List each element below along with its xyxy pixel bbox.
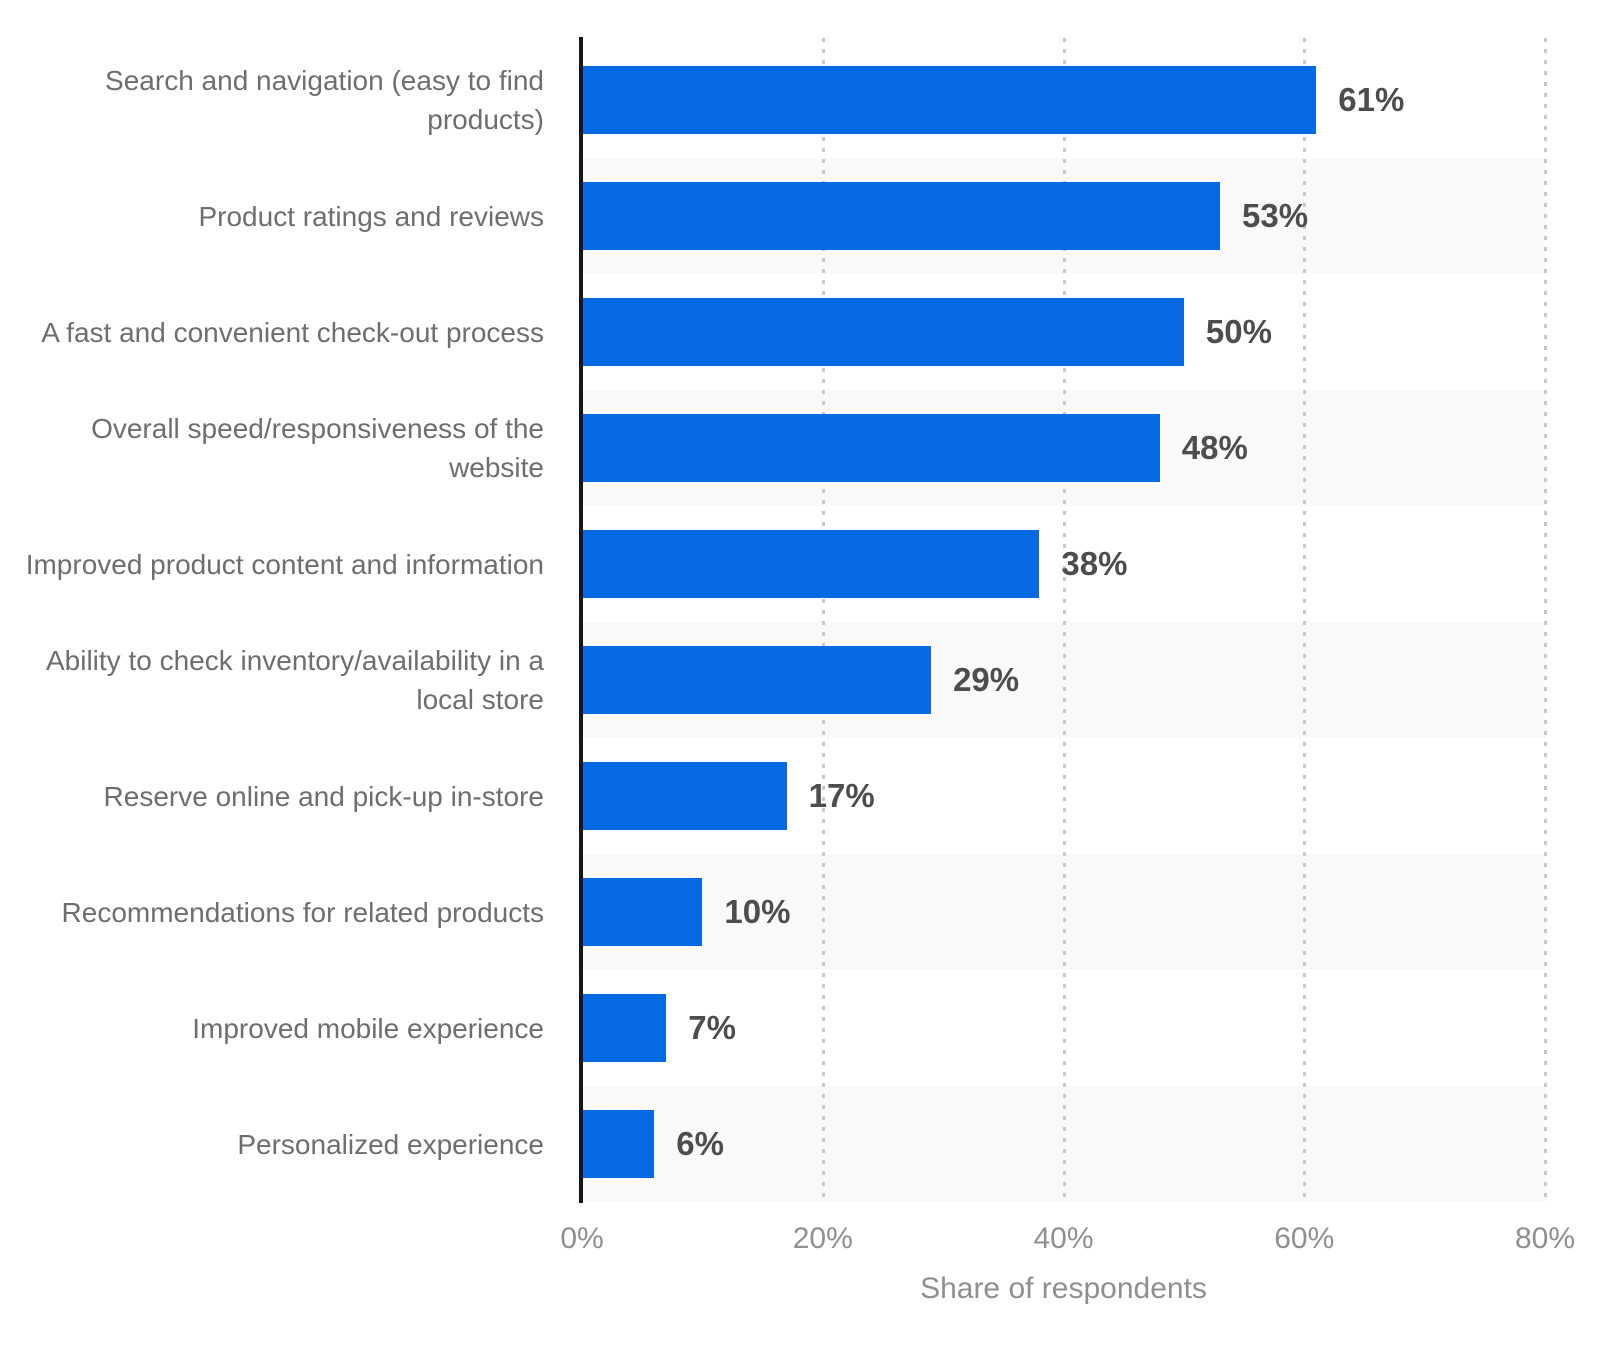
bar-value-label: 17% [808,777,875,814]
bar-value-label: 53% [1241,197,1309,234]
bar-row: 7% [582,970,1545,1086]
bar-value-label: 61% [1338,81,1405,118]
category-label: Reserve online and pick-up in-store [103,780,544,812]
bar-6% [582,1110,655,1178]
category-label: Recommendations for related products [61,896,544,928]
category-label-row: Personalized experience [0,1086,582,1202]
bar-61% [582,66,1317,134]
x-tick-0%: 0% [560,1222,604,1255]
bar-row: 17% [582,738,1545,854]
gridline-40 [1062,38,1066,1202]
bar-row: 50% [582,274,1545,390]
x-tick-20%: 20% [792,1222,853,1255]
category-label: Improved product content and information [25,548,544,580]
bar-50% [582,298,1184,366]
bar-value-label: 50% [1205,313,1272,350]
category-label: Product ratings and reviews [198,200,544,232]
plot-area: 61% 53% 50% 48% 38% 29% 17% 10% 7% 6% [579,37,1547,1203]
bar-value-label: 6% [676,1125,724,1162]
bar-29% [582,646,932,714]
bar-value-label: 7% [688,1009,736,1046]
bar-value-label: 48% [1181,429,1248,466]
x-tick-60%: 60% [1274,1222,1335,1255]
gridline-20 [821,38,825,1202]
category-label: Overall speed/responsiveness of the webs… [91,413,544,483]
category-axis-labels: Search and navigation (easy to find prod… [0,42,582,1202]
category-label: A fast and convenient check-out process [41,316,544,348]
bar-53% [582,182,1220,250]
bar-value-label: 29% [953,661,1020,698]
category-label: Improved mobile experience [192,1012,544,1044]
gridline-80 [1544,38,1547,1202]
bar-row: 38% [582,506,1545,622]
bar-38% [582,530,1040,598]
category-label: Ability to check inventory/availability … [45,645,544,715]
x-axis-ticks: 0% 20% 40% 60% 80% [560,1222,1575,1262]
category-label-row: Ability to check inventory/availability … [0,622,582,738]
category-label-row: Product ratings and reviews [0,158,582,274]
category-label-row: Recommendations for related products [0,854,582,970]
category-label-row: Reserve online and pick-up in-store [0,738,582,854]
category-label-row: Overall speed/responsiveness of the webs… [0,390,582,506]
category-label-row: Improved mobile experience [0,970,582,1086]
bar-value-label: 10% [724,893,791,930]
bar-10% [582,878,703,946]
bar-48% [582,414,1160,482]
gridline-60 [1303,38,1307,1202]
x-axis-title: Share of respondents [920,1272,1207,1305]
x-tick-40%: 40% [1033,1222,1094,1255]
bar-17% [582,762,787,830]
x-tick-80%: 80% [1514,1222,1576,1255]
y-axis-line [579,37,583,1203]
category-label-row: A fast and convenient check-out process [0,274,582,390]
category-label-row: Improved product content and information [0,506,582,622]
category-label: Personalized experience [237,1128,544,1160]
category-label: Search and navigation (easy to find prod… [105,65,544,135]
category-label-row: Search and navigation (easy to find prod… [0,42,582,158]
bar-row: 61% [582,42,1545,158]
bar-7% [582,994,667,1062]
bar-value-label: 38% [1061,545,1128,582]
